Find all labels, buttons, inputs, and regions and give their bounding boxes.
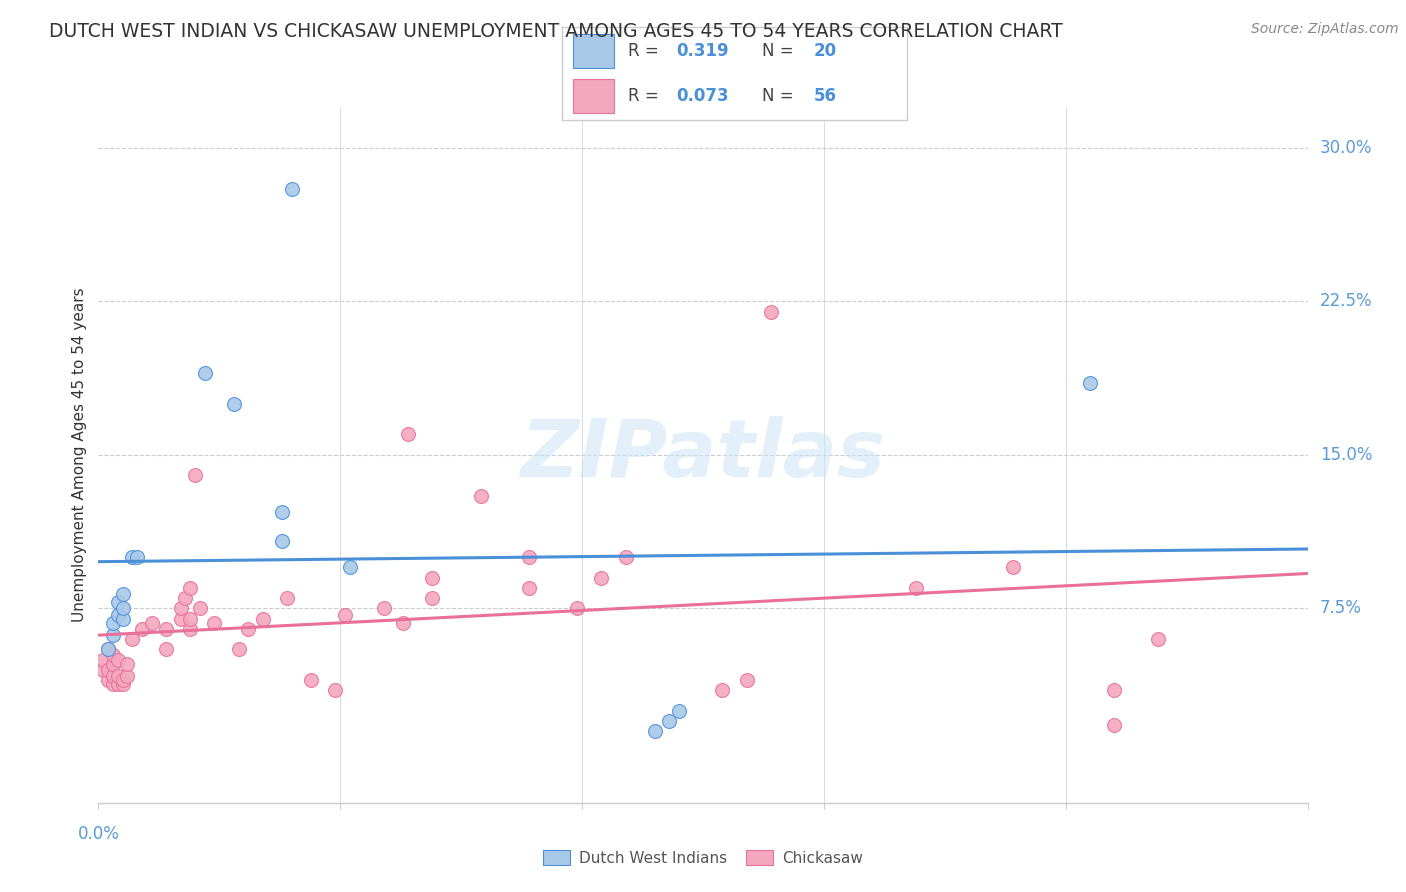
Point: [169, 612, 191, 626]
Point: [759, 304, 782, 318]
Point: [184, 468, 207, 483]
Point: [179, 612, 201, 626]
Point: [131, 622, 153, 636]
Point: [339, 560, 361, 574]
Point: [101, 677, 124, 691]
Text: R =: R =: [628, 87, 664, 105]
Point: [97, 673, 120, 687]
Point: [97, 642, 120, 657]
Point: [141, 615, 163, 630]
Text: R =: R =: [628, 42, 664, 60]
Point: [567, 601, 589, 615]
Text: ZIPatlas: ZIPatlas: [520, 416, 886, 494]
Point: [325, 683, 347, 698]
Point: [101, 615, 124, 630]
Point: [711, 683, 734, 698]
Point: [194, 366, 217, 380]
Point: [101, 648, 124, 663]
Y-axis label: Unemployment Among Ages 45 to 54 years: Unemployment Among Ages 45 to 54 years: [72, 287, 87, 623]
Point: [271, 505, 294, 519]
Point: [107, 669, 129, 683]
Point: [91, 663, 114, 677]
FancyBboxPatch shape: [572, 34, 614, 68]
Text: 0.319: 0.319: [676, 42, 728, 60]
Text: 15.0%: 15.0%: [1320, 446, 1372, 464]
Text: 30.0%: 30.0%: [1320, 139, 1372, 157]
Point: [155, 642, 177, 657]
FancyBboxPatch shape: [572, 79, 614, 113]
Point: [179, 622, 201, 636]
Point: [91, 652, 114, 666]
Point: [111, 612, 134, 626]
Point: [1078, 376, 1101, 391]
Point: [271, 533, 294, 548]
Point: [238, 622, 260, 636]
Point: [517, 581, 540, 595]
Point: [420, 591, 443, 606]
Point: [1102, 683, 1125, 698]
Point: [188, 601, 211, 615]
Point: [174, 591, 197, 606]
Point: [373, 601, 395, 615]
Text: DUTCH WEST INDIAN VS CHICKASAW UNEMPLOYMENT AMONG AGES 45 TO 54 YEARS CORRELATIO: DUTCH WEST INDIAN VS CHICKASAW UNEMPLOYM…: [49, 22, 1063, 41]
Text: 22.5%: 22.5%: [1320, 293, 1372, 310]
Point: [127, 550, 149, 565]
Point: [470, 489, 492, 503]
Point: [420, 571, 443, 585]
Point: [517, 550, 540, 565]
Point: [658, 714, 681, 728]
Point: [101, 669, 124, 683]
Point: [904, 581, 927, 595]
Point: [97, 642, 120, 657]
Point: [111, 673, 134, 687]
Point: [396, 427, 419, 442]
Point: [117, 669, 139, 683]
Text: 0.073: 0.073: [676, 87, 728, 105]
Point: [1001, 560, 1024, 574]
Point: [222, 397, 245, 411]
Point: [276, 591, 298, 606]
Text: 56: 56: [814, 87, 837, 105]
Point: [614, 550, 637, 565]
Point: [107, 607, 129, 622]
Point: [111, 677, 134, 691]
Text: Source: ZipAtlas.com: Source: ZipAtlas.com: [1251, 22, 1399, 37]
Point: [155, 622, 177, 636]
Point: [101, 628, 124, 642]
Point: [252, 612, 274, 626]
Point: [281, 182, 304, 196]
Text: N =: N =: [762, 42, 799, 60]
Point: [204, 615, 226, 630]
Point: [591, 571, 613, 585]
Point: [1146, 632, 1168, 646]
Point: [169, 601, 191, 615]
Point: [392, 615, 415, 630]
Point: [735, 673, 758, 687]
Point: [644, 724, 666, 739]
Point: [333, 607, 356, 622]
Point: [107, 652, 129, 666]
Point: [1102, 718, 1125, 732]
Point: [121, 632, 143, 646]
Point: [107, 677, 129, 691]
Point: [117, 657, 139, 671]
Point: [111, 587, 134, 601]
Point: [121, 550, 143, 565]
Point: [101, 657, 124, 671]
Text: 20: 20: [814, 42, 837, 60]
Point: [299, 673, 322, 687]
Point: [179, 581, 201, 595]
Legend: Dutch West Indians, Chickasaw: Dutch West Indians, Chickasaw: [537, 844, 869, 871]
Text: 0.0%: 0.0%: [77, 825, 120, 843]
Text: N =: N =: [762, 87, 799, 105]
Point: [111, 601, 134, 615]
Point: [97, 663, 120, 677]
Text: 7.5%: 7.5%: [1320, 599, 1361, 617]
Point: [668, 704, 690, 718]
Point: [228, 642, 250, 657]
Point: [107, 595, 129, 609]
